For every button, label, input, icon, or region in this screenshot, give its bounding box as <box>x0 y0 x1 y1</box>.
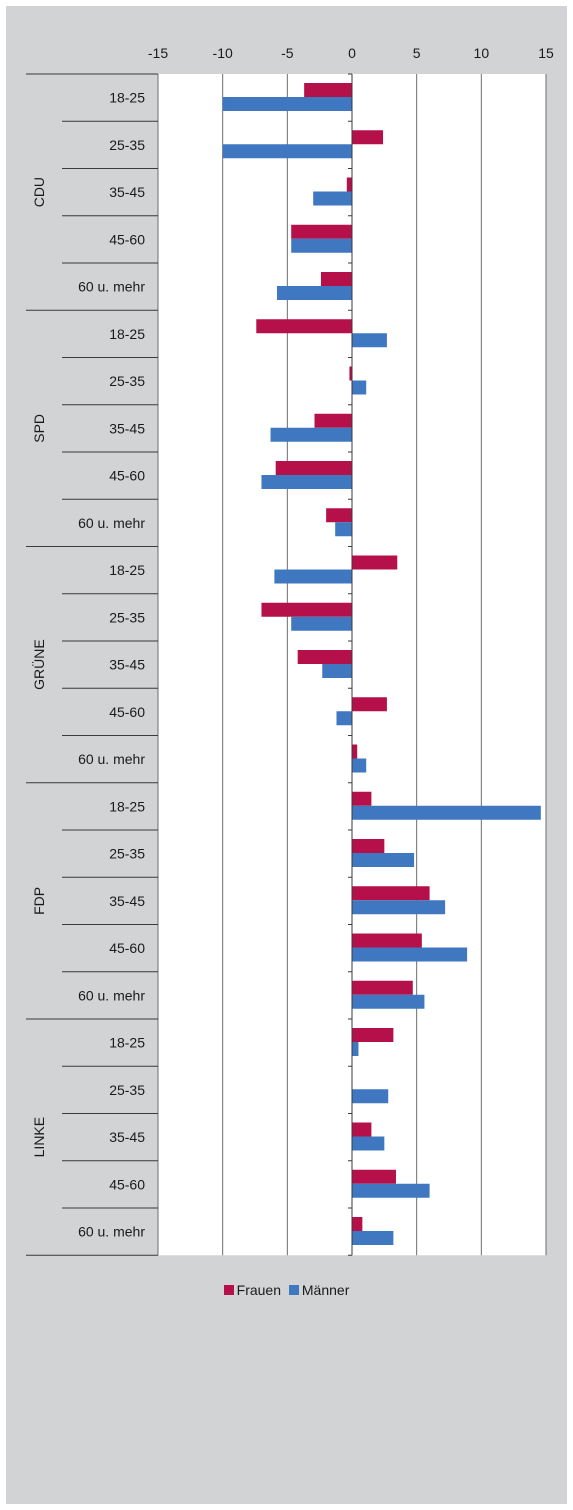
category-label: 45-60 <box>109 940 145 956</box>
group-label-0: CDU <box>31 177 47 207</box>
bar-frauen <box>314 413 352 428</box>
bar-frauen <box>352 1122 372 1137</box>
bar-frauen <box>261 602 352 617</box>
category-label: 60 u. mehr <box>78 515 145 531</box>
bar-frauen <box>352 697 387 712</box>
bar-frauen <box>352 1217 363 1231</box>
bar-maenner <box>291 238 352 253</box>
bar-maenner <box>274 569 352 584</box>
bar-maenner <box>352 1042 359 1056</box>
legend-label-frauen: Frauen <box>236 1282 281 1298</box>
category-label: 25-35 <box>109 373 145 389</box>
chart-panel: -15 -10 -5 0 5 10 15 CDU 18-25 25-35 35-45 45-60 60 … <box>6 6 567 1504</box>
category-label: 45-60 <box>109 1176 145 1192</box>
x-tick-label: 0 <box>348 45 356 61</box>
category-label: 18-25 <box>109 90 145 106</box>
legend-label-maenner: Männer <box>301 1282 350 1298</box>
bar-maenner <box>352 380 367 395</box>
x-tick-label: -15 <box>148 45 168 61</box>
bar-maenner <box>222 144 352 159</box>
bar-maenner <box>291 616 352 631</box>
bar-maenner <box>352 947 468 962</box>
bar-maenner <box>352 853 415 867</box>
bar-maenner <box>336 711 352 726</box>
category-label: 18-25 <box>109 798 145 814</box>
bar-maenner <box>352 1183 430 1198</box>
bar-frauen <box>256 319 352 334</box>
category-label: 18-25 <box>109 326 145 342</box>
bar-frauen <box>291 224 352 239</box>
bar-frauen <box>326 508 352 523</box>
bar-frauen <box>349 366 352 381</box>
bar-maenner <box>352 994 425 1009</box>
bar-maenner <box>352 805 541 820</box>
x-tick-label: -5 <box>281 45 294 61</box>
category-label: 45-60 <box>109 231 145 247</box>
category-label: 60 u. mehr <box>78 1224 145 1240</box>
category-label: 35-45 <box>109 657 145 673</box>
x-tick-label: 15 <box>538 45 554 61</box>
bar-maenner <box>313 191 352 206</box>
category-label: 25-35 <box>109 846 145 862</box>
bar-frauen <box>352 130 384 145</box>
category-label: 35-45 <box>109 420 145 436</box>
bar-maenner <box>352 333 387 348</box>
category-label: 35-45 <box>109 1129 145 1145</box>
bar-frauen <box>352 933 422 948</box>
category-label: 45-60 <box>109 704 145 720</box>
category-label: 60 u. mehr <box>78 751 145 767</box>
bar-maenner <box>352 1089 389 1104</box>
bar-frauen <box>352 980 413 995</box>
category-label: 18-25 <box>109 1035 145 1051</box>
bar-frauen <box>304 83 352 97</box>
bar-frauen <box>352 791 372 806</box>
category-label: 60 u. mehr <box>78 987 145 1003</box>
bar-frauen <box>352 1169 396 1184</box>
bar-maenner <box>222 97 352 111</box>
bar-maenner <box>322 664 352 678</box>
bar-frauen <box>346 177 352 192</box>
legend: Frauen Männer <box>6 1282 567 1298</box>
bar-maenner <box>352 900 446 915</box>
bar-frauen <box>352 1028 394 1042</box>
bar-maenner <box>276 286 352 300</box>
bar-frauen <box>352 839 385 853</box>
legend-item-maenner: Männer <box>288 1282 350 1298</box>
bar-frauen <box>320 272 352 286</box>
legend-item-frauen: Frauen <box>223 1282 281 1298</box>
bar-maenner <box>270 427 352 442</box>
bar-frauen <box>352 744 358 759</box>
x-tick-label: -10 <box>213 45 233 61</box>
category-label: 45-60 <box>109 468 145 484</box>
x-tick-label: 10 <box>474 45 490 61</box>
group-label-4: LINKE <box>31 1117 47 1157</box>
bar-frauen <box>352 886 430 901</box>
legend-swatch-maenner <box>288 1285 299 1295</box>
category-label: 35-45 <box>109 184 145 200</box>
category-label: 18-25 <box>109 562 145 578</box>
category-label: 25-35 <box>109 137 145 153</box>
bar-maenner <box>352 1231 394 1245</box>
group-label-3: FDP <box>31 887 47 915</box>
bar-chart: -15 -10 -5 0 5 10 15 CDU 18-25 25-35 35-45 45-60 60 … <box>26 45 554 1256</box>
group-label-2: GRÜNE <box>30 639 47 690</box>
category-label: 60 u. mehr <box>78 279 145 295</box>
bar-maenner <box>335 522 352 537</box>
category-label: 35-45 <box>109 893 145 909</box>
legend-swatch-frauen <box>223 1285 234 1295</box>
bar-frauen <box>275 461 352 475</box>
bar-frauen <box>297 650 352 664</box>
bar-frauen <box>352 555 398 570</box>
x-tick-label: 5 <box>413 45 421 61</box>
group-label-1: SPD <box>31 414 47 443</box>
bar-maenner <box>352 1136 385 1151</box>
bar-maenner <box>261 475 352 489</box>
category-label: 25-35 <box>109 1082 145 1098</box>
category-label: 25-35 <box>109 609 145 625</box>
bar-maenner <box>352 758 367 773</box>
